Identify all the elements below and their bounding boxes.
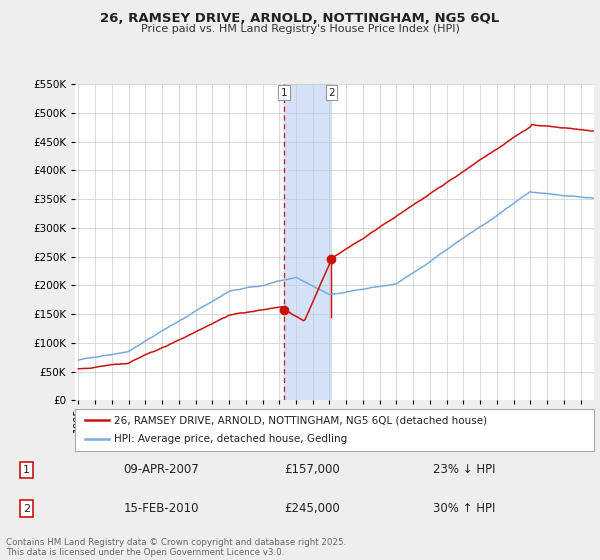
Bar bbox=[284, 84, 331, 400]
Text: £245,000: £245,000 bbox=[284, 502, 340, 515]
Text: 23% ↓ HPI: 23% ↓ HPI bbox=[433, 463, 496, 477]
Text: HPI: Average price, detached house, Gedling: HPI: Average price, detached house, Gedl… bbox=[114, 435, 347, 445]
Text: 26, RAMSEY DRIVE, ARNOLD, NOTTINGHAM, NG5 6QL (detached house): 26, RAMSEY DRIVE, ARNOLD, NOTTINGHAM, NG… bbox=[114, 415, 487, 425]
Text: £157,000: £157,000 bbox=[284, 463, 340, 477]
Text: Contains HM Land Registry data © Crown copyright and database right 2025.
This d: Contains HM Land Registry data © Crown c… bbox=[6, 538, 346, 557]
Text: 2: 2 bbox=[23, 504, 30, 514]
Text: Price paid vs. HM Land Registry's House Price Index (HPI): Price paid vs. HM Land Registry's House … bbox=[140, 24, 460, 34]
Text: 09-APR-2007: 09-APR-2007 bbox=[124, 463, 199, 477]
Text: 1: 1 bbox=[280, 87, 287, 97]
Text: 30% ↑ HPI: 30% ↑ HPI bbox=[433, 502, 496, 515]
Text: 1: 1 bbox=[23, 465, 30, 475]
Text: 26, RAMSEY DRIVE, ARNOLD, NOTTINGHAM, NG5 6QL: 26, RAMSEY DRIVE, ARNOLD, NOTTINGHAM, NG… bbox=[100, 12, 500, 25]
Text: 2: 2 bbox=[328, 87, 335, 97]
Text: 15-FEB-2010: 15-FEB-2010 bbox=[124, 502, 199, 515]
